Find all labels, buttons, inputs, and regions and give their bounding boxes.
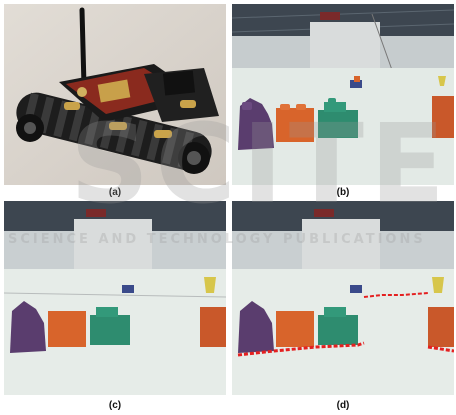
caption-b: (b) [336,187,350,198]
robot-image [4,4,226,185]
caption-a: (a) [108,187,122,198]
panel-b-camera-view [232,4,454,185]
boundary-image [232,201,454,395]
caption-c: (c) [108,400,122,411]
processed-image [4,201,226,395]
panel-c-processed-view [4,201,226,395]
panel-a-robot-photo [4,4,226,185]
panel-d-boundary-view [232,201,454,395]
camera-image [232,4,454,185]
obstacle-boundary-line [237,341,365,357]
caption-d: (d) [336,400,350,411]
